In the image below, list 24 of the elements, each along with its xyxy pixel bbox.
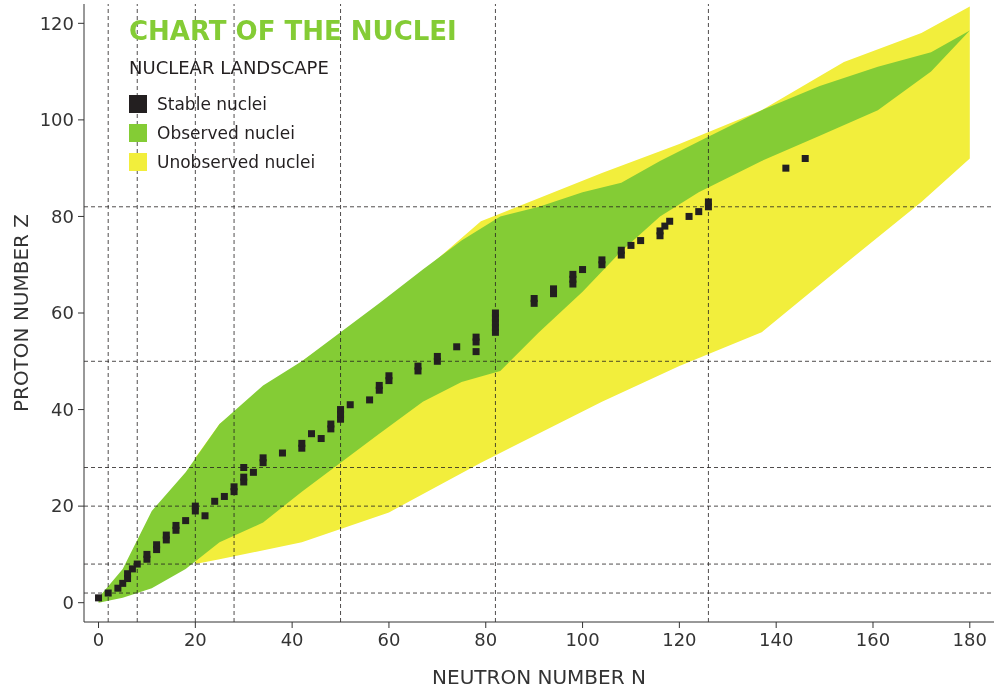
y-tick-label: 60 xyxy=(51,302,74,324)
legend-label: Unobserved nuclei xyxy=(157,151,316,172)
x-tick-label: 60 xyxy=(377,629,401,650)
x-tick-label: 180 xyxy=(952,629,987,650)
x-tick-label: 120 xyxy=(662,629,697,650)
y-tick-label: 0 xyxy=(62,591,74,613)
y-tick-label: 120 xyxy=(39,12,74,34)
x-tick-label: 80 xyxy=(474,629,498,650)
legend-label: Observed nuclei xyxy=(157,122,295,143)
x-tick-label: 40 xyxy=(280,629,304,650)
y-tick-label: 100 xyxy=(39,109,74,131)
x-tick-label: 160 xyxy=(855,629,891,650)
y-tick-label: 40 xyxy=(51,398,74,420)
y-tick-label: 20 xyxy=(51,495,74,517)
x-tick-label: 0 xyxy=(92,629,105,650)
y-tick-label: 80 xyxy=(51,205,74,227)
x-tick-label: 100 xyxy=(565,629,600,650)
y-axis-title: PROTON NUMBER Z xyxy=(9,213,33,413)
legend-label: Stable nuclei xyxy=(157,93,268,114)
x-axis-title: NEUTRON NUMBER N xyxy=(432,665,646,689)
text: CHART OF THE NUCLEI xyxy=(129,16,457,46)
x-tick-label: 20 xyxy=(183,629,207,650)
text: NUCLEAR LANDSCAPE xyxy=(129,57,329,78)
x-tick-label: 140 xyxy=(759,629,794,650)
